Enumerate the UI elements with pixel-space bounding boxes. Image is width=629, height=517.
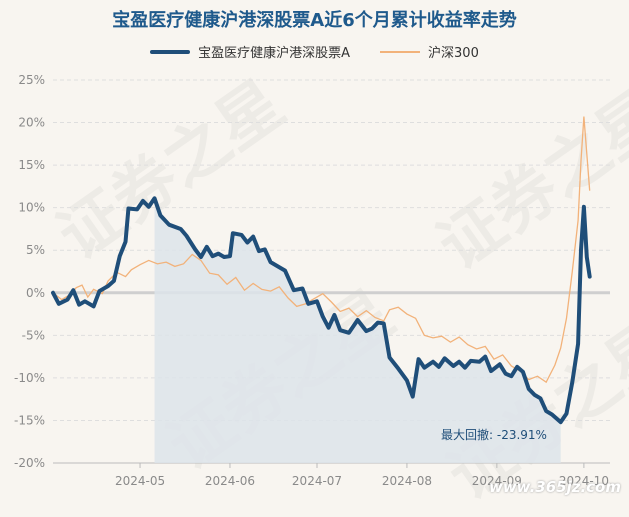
legend-item-main[interactable]: 宝盈医疗健康沪港深股票A xyxy=(150,42,350,61)
y-tick-label: 15% xyxy=(18,158,45,172)
x-tick-label: 2024-09 xyxy=(472,474,522,488)
legend-swatch-bench xyxy=(380,50,421,53)
y-tick-label: -20% xyxy=(14,456,45,470)
x-tick-label: 2024-10 xyxy=(559,474,609,488)
series-line-fund xyxy=(51,196,592,425)
x-tick-label: 2024-07 xyxy=(292,474,342,488)
y-tick-label: 0% xyxy=(26,286,45,300)
x-tick-label: 2024-08 xyxy=(382,474,432,488)
max-drawdown-label: 最大回撤: -23.91% xyxy=(441,427,547,442)
legend-item-bench[interactable]: 沪深300 xyxy=(380,42,479,61)
y-tick-label: 5% xyxy=(26,243,45,257)
legend-swatch-main xyxy=(150,49,191,54)
y-tick-label: -10% xyxy=(14,371,45,385)
x-tick-label: 2024-05 xyxy=(115,474,165,488)
chart-title: 宝盈医疗健康沪港深股票A近6个月累计收益率走势 xyxy=(112,10,517,31)
y-tick-label: 10% xyxy=(18,201,45,215)
line-chart: 25% 20% 15% 10% 5% 0% -5% -10% -15% -20% 2024-05 20… xyxy=(14,73,610,488)
y-tick-label: -15% xyxy=(14,413,45,427)
y-tick-label: 20% xyxy=(18,116,45,130)
x-tick-label: 2024-06 xyxy=(205,474,255,488)
legend: 宝盈医疗健康沪港深股票A 沪深300 xyxy=(0,42,629,61)
max-drawdown-area xyxy=(154,198,561,463)
y-tick-label: 25% xyxy=(18,73,45,87)
legend-label-main: 宝盈医疗健康沪港深股票A xyxy=(198,46,351,61)
y-tick-label: -5% xyxy=(22,328,45,342)
legend-label-bench: 沪深300 xyxy=(428,46,479,61)
source-watermark: www.365jz.com xyxy=(488,478,621,496)
